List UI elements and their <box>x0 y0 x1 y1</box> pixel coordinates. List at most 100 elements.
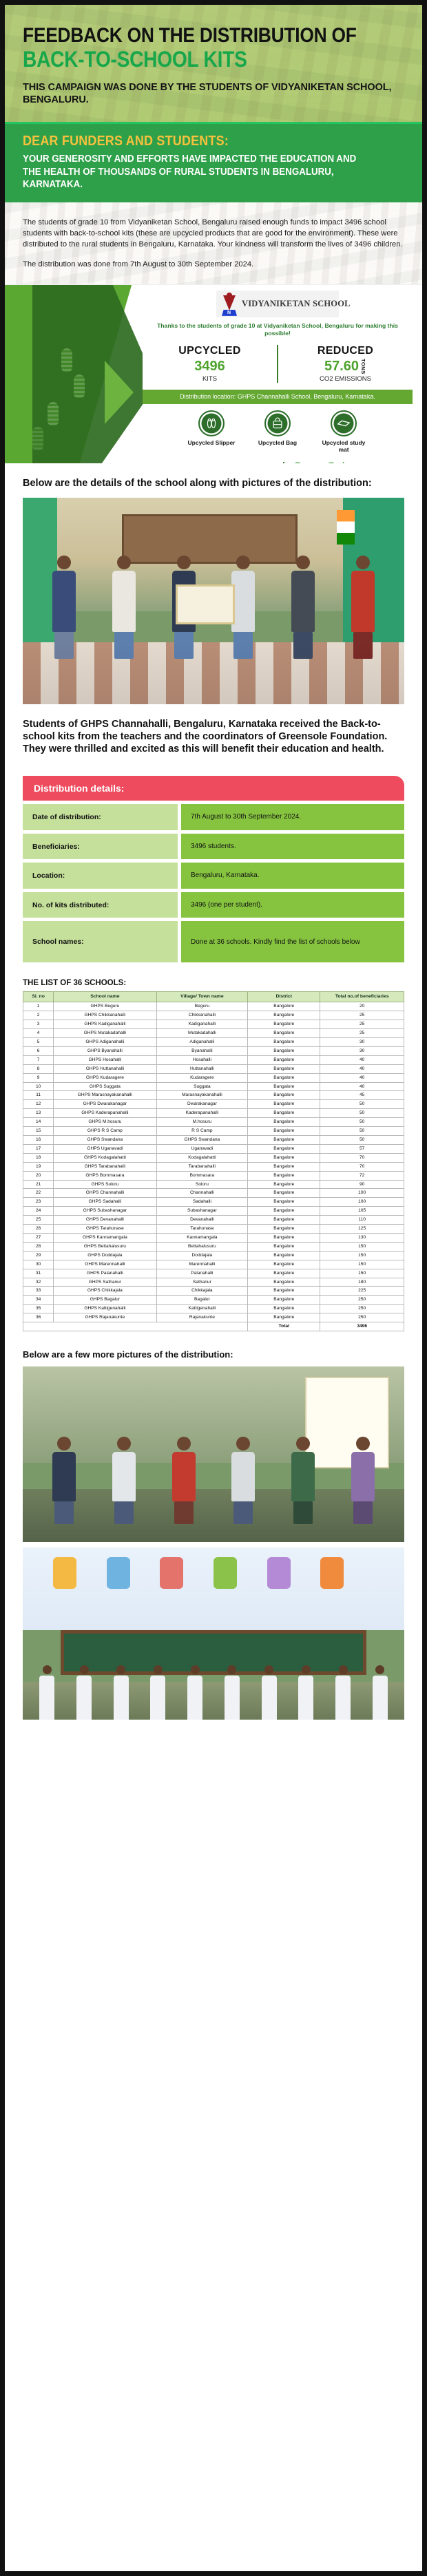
cell-sl-no: 4 <box>22 1028 54 1039</box>
funders-message-band: DEAR FUNDERS AND STUDENTS: YOUR GENEROSI… <box>5 121 422 203</box>
cell-beneficiaries: 50 <box>320 1099 404 1110</box>
cell-school-name: GHPS Marennahalli <box>53 1259 157 1269</box>
footprint-icon <box>61 348 72 372</box>
cell-village: Marennahalli <box>156 1259 249 1269</box>
cell-village: Tarabanahalli <box>156 1161 249 1172</box>
details-key: Beneficiaries: <box>23 833 178 860</box>
cartoon-mural <box>23 1547 404 1630</box>
details-row: No. of kits distributed: 3496 (one per s… <box>23 891 404 918</box>
schools-table-header-row: Sl. no School name Village/ Town name Di… <box>22 991 404 1003</box>
cell-beneficiaries: 50 <box>320 1126 404 1137</box>
table-row: 3 GHPS Kadiganahalli Kadiganahalli Bangalor… <box>22 1020 404 1030</box>
total-label: Total <box>247 1322 321 1331</box>
cell-district: Bangalore <box>247 1295 321 1305</box>
cell-village: Doddajala <box>156 1250 249 1260</box>
table-row: 31 GHPS Palanahalli Palanahalli Bangalore 15… <box>22 1268 404 1278</box>
more-pictures-heading: Below are a few more pictures of the dis… <box>23 1349 233 1360</box>
cell-beneficiaries: 250 <box>320 1313 404 1323</box>
footprint-icon <box>48 401 59 425</box>
cell-school-name: GHPS Soloru <box>53 1179 157 1190</box>
table-row: 24 GHPS Subashanagar Subashanagar Bangalore… <box>22 1206 404 1216</box>
cell-village: Soloru <box>156 1179 249 1190</box>
details-value: 3496 students. <box>181 833 404 860</box>
cell-school-name: GHPS Chikkajala <box>53 1286 157 1296</box>
col-village: Village/ Town name <box>156 991 249 1003</box>
cell-sl-no: 35 <box>22 1304 54 1314</box>
cell-beneficiaries: 40 <box>320 1064 404 1074</box>
cell-village: M.hosuru <box>156 1117 249 1128</box>
cell-village: Bagalur <box>156 1295 249 1305</box>
cell-beneficiaries: 25 <box>320 1020 404 1030</box>
cell-school-name: GHPS Hosahalli <box>53 1055 157 1065</box>
distribution-photo-1 <box>23 498 404 705</box>
details-header: Distribution details: <box>23 776 404 801</box>
distribution-details: Distribution details: Date of distributi… <box>5 763 422 967</box>
details-key: No. of kits distributed: <box>23 891 178 918</box>
cell-school-name: GHPS Sathanur <box>53 1277 157 1287</box>
cell-district: Bangalore <box>247 1055 321 1065</box>
vidyaniketan-mark-icon: N <box>220 292 238 316</box>
cell-district: Bangalore <box>247 1241 321 1252</box>
cell-school-name: GHPS Devanahalli <box>53 1215 157 1225</box>
greensole-logo: GreenSole Step towards sustainability <box>293 461 360 463</box>
cell-village: Sadahalli <box>156 1197 249 1207</box>
cell-beneficiaries: 250 <box>320 1295 404 1305</box>
cell-village: Tarahunase <box>156 1224 249 1234</box>
table-row: 1 GHPS Beguru Beguru Bangalore 20 <box>22 1002 404 1012</box>
details-key: School names: <box>23 921 178 963</box>
cell-sl-no: 33 <box>22 1286 54 1296</box>
cell-district: Bangalore <box>247 1313 321 1323</box>
col-beneficiaries: Total no.of beneficiaries <box>320 991 404 1003</box>
cell-school-name: GHPS Bagalur <box>53 1295 157 1305</box>
cell-beneficiaries: 130 <box>320 1232 404 1243</box>
cell-beneficiaries: 30 <box>320 1046 404 1056</box>
cell-beneficiaries: 40 <box>320 1055 404 1065</box>
cell-village: Kannamangala <box>156 1232 249 1243</box>
hero-section: FEEDBACK ON THE DISTRIBUTION OF BACK-TO-… <box>5 5 422 122</box>
cell-district: Bangalore <box>247 1073 321 1083</box>
cell-village: Kaderapanahalli <box>156 1108 249 1119</box>
details-value: Done at 36 schools. Kindly find the list… <box>181 921 404 963</box>
cell-school-name: GHPS Kannamangala <box>53 1232 157 1243</box>
cell-district: Bangalore <box>247 1028 321 1039</box>
schools-list-section: THE LIST OF 36 SCHOOLS: Sl. no School na… <box>5 967 422 1337</box>
distribution-location-bar: Distribution location: GHPS Channahalli … <box>143 389 413 405</box>
impact-certificate: N VIDYANIKETAN SCHOOL Thanks to the stud… <box>5 284 422 463</box>
cell-school-name: GHPS Kaderapanahalli <box>53 1108 157 1119</box>
table-row: 21 GHPS Soloru Soloru Bangalore 90 <box>22 1179 404 1190</box>
cell-village: GHPS Swandana <box>156 1135 249 1145</box>
table-total-row: Total 3496 <box>22 1322 404 1331</box>
page-title-line1: FEEDBACK ON THE DISTRIBUTION OF <box>23 24 357 47</box>
cell-district: Bangalore <box>247 1188 321 1199</box>
funders-message-body: YOUR GENEROSITY AND EFFORTS HAVE IMPACTE… <box>23 153 357 191</box>
cell-sl-no: 10 <box>22 1081 54 1092</box>
cell-beneficiaries: 25 <box>320 1011 404 1021</box>
cell-district: Bangalore <box>247 1002 321 1012</box>
cell-district: Bangalore <box>247 1108 321 1119</box>
details-value: 3496 (one per student). <box>181 891 404 918</box>
cell-village: Dwarakanagar <box>156 1099 249 1110</box>
cell-district: Bangalore <box>247 1090 321 1101</box>
hero-subtitle: THIS CAMPAIGN WAS DONE BY THE STUDENTS O… <box>23 82 392 106</box>
cell-school-name: GHPS Bommasara <box>53 1170 157 1181</box>
cell-school-name: GHPS Kudaragere <box>53 1073 157 1083</box>
cell-beneficiaries: 150 <box>320 1268 404 1278</box>
cell-village: Subashanagar <box>156 1206 249 1216</box>
cell-village: Bommasara <box>156 1170 249 1181</box>
vidyaniketan-logo-text: VIDYANIKETAN SCHOOL <box>242 299 351 309</box>
details-section-heading: Below are the details of the school alon… <box>23 477 372 489</box>
cell-school-name: GHPS Kodagalahatti <box>53 1152 157 1163</box>
cell-sl-no: 18 <box>22 1152 54 1163</box>
cell-village: R S Camp <box>156 1126 249 1137</box>
cell-district: Bangalore <box>247 1099 321 1110</box>
cell-beneficiaries: 250 <box>320 1304 404 1314</box>
cell-beneficiaries: 110 <box>320 1215 404 1225</box>
cell-sl-no: 32 <box>22 1277 54 1287</box>
cell-beneficiaries: 50 <box>320 1108 404 1119</box>
table-row: 22 GHPS Channahalli Channahalli Bangalore 10… <box>22 1188 404 1199</box>
cell-district: Bangalore <box>247 1179 321 1190</box>
cell-beneficiaries: 150 <box>320 1250 404 1260</box>
table-row: 23 GHPS Sadahalli Sadahalli Bangalore 100 <box>22 1197 404 1207</box>
cell-sl-no: 26 <box>22 1224 54 1234</box>
table-row: 5 GHPS Adiganahalli Adiganahalli Bangalore 3… <box>22 1037 404 1047</box>
